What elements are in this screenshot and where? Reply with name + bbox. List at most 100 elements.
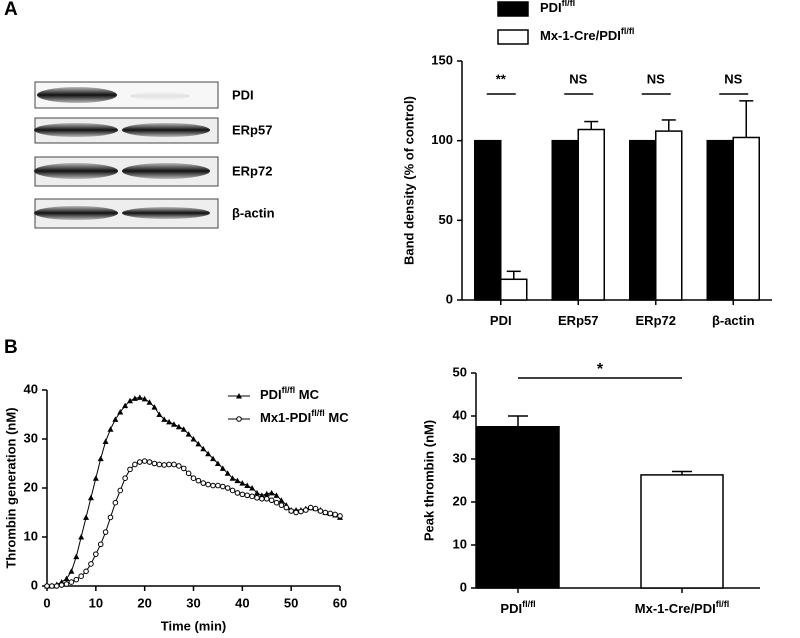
marker [175, 423, 182, 430]
y-tick-label: 150 [431, 52, 453, 67]
label-part: fl/fl [562, 0, 576, 8]
x-tick-label: 50 [284, 595, 298, 610]
marker [49, 583, 55, 589]
label-part: fl/fl [311, 408, 325, 418]
y-tick-label: 10 [24, 528, 38, 543]
x-tick-label: 10 [89, 595, 103, 610]
x-tick-label: PDIfl/fl [500, 599, 535, 616]
label-part: ERp72 [636, 313, 676, 328]
x-tick-label: ERp72 [636, 313, 676, 328]
marker [166, 418, 173, 425]
marker [87, 494, 94, 501]
marker [156, 411, 163, 417]
marker [73, 576, 80, 583]
marker [219, 465, 226, 471]
marker [254, 495, 260, 501]
marker [73, 553, 80, 560]
marker [278, 502, 285, 508]
marker [214, 460, 221, 466]
marker [273, 499, 280, 506]
bar [655, 130, 683, 301]
legend-label: PDIfl/fl MC [260, 385, 320, 402]
bar [629, 139, 657, 301]
marker [210, 455, 217, 462]
marker [239, 480, 246, 486]
line [47, 396, 341, 587]
marker [220, 483, 226, 490]
panel-letter: B [4, 337, 18, 358]
marker [195, 477, 202, 484]
marker [273, 492, 280, 498]
label-part: fl/fl [621, 26, 635, 36]
label-part: β-actin [712, 313, 755, 328]
marker [88, 561, 94, 567]
marker [259, 495, 265, 502]
marker [78, 573, 84, 580]
y-tick-label: 50 [453, 364, 467, 379]
marker [127, 397, 134, 404]
label-part: PDI [500, 601, 522, 616]
marker [156, 461, 163, 468]
marker [127, 466, 133, 473]
marker [185, 470, 192, 477]
x-tick-label: β-actin [712, 313, 755, 328]
x-tick-label: Mx-1-Cre/PDIfl/fl [635, 599, 729, 616]
x-tick-label: ERp57 [558, 313, 598, 328]
marker [283, 504, 290, 511]
marker [161, 416, 168, 422]
bar [640, 474, 724, 589]
marker [97, 541, 104, 548]
x-tick-label: 20 [137, 595, 151, 610]
marker [117, 409, 124, 415]
marker [58, 582, 65, 588]
marker [303, 507, 309, 513]
label-part: PDI [540, 0, 562, 15]
marker [195, 440, 202, 447]
marker [161, 462, 167, 468]
label-part: PDI [490, 313, 512, 328]
marker [146, 399, 153, 405]
marker [332, 511, 338, 518]
marker [68, 579, 75, 585]
marker [236, 393, 242, 399]
significance-label: ** [496, 71, 507, 86]
marker [298, 508, 304, 515]
label-part: Mx1-PDI [260, 410, 311, 425]
marker [68, 568, 75, 574]
marker [180, 465, 187, 472]
bar [577, 128, 605, 301]
marker [102, 438, 109, 444]
marker [317, 508, 324, 514]
marker [268, 497, 275, 504]
bar [500, 278, 528, 301]
marker [166, 461, 172, 468]
label-part: MC [295, 387, 319, 402]
y-tick-label: 20 [453, 493, 467, 508]
label-part: fl/fl [282, 385, 296, 395]
marker [122, 475, 128, 482]
marker [146, 459, 153, 465]
x-tick-label: 60 [333, 595, 347, 610]
marker [244, 492, 251, 499]
y-tick-label: 0 [460, 579, 467, 594]
marker [83, 568, 89, 575]
marker [190, 436, 197, 442]
marker [234, 490, 241, 496]
marker [278, 497, 285, 503]
marker [224, 485, 231, 491]
marker [131, 395, 138, 401]
marker [224, 470, 231, 476]
marker [44, 583, 50, 589]
marker [307, 504, 314, 511]
marker [185, 431, 192, 437]
x-tick-label: 0 [43, 595, 50, 610]
y-tick-label: 50 [439, 212, 453, 227]
legend-swatch [497, 29, 529, 45]
marker [205, 481, 211, 488]
marker [132, 461, 138, 468]
label-part: fl/fl [522, 599, 536, 609]
marker [112, 499, 119, 506]
label-part: ERp57 [558, 313, 598, 328]
marker [337, 513, 343, 519]
marker [244, 482, 251, 489]
